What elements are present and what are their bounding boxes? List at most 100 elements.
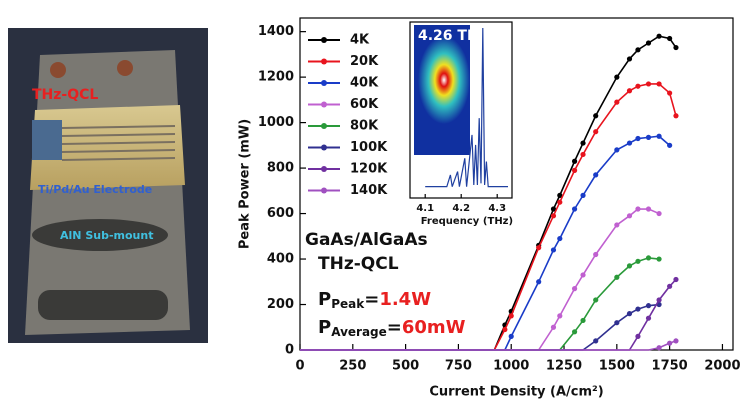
point (536, 245, 542, 251)
text-part: 1.4W (379, 289, 431, 310)
photo-label: THz-QCL (32, 87, 98, 103)
point (614, 74, 620, 80)
point (626, 140, 633, 146)
series-line (300, 135, 671, 351)
legend-label: 120K (350, 162, 388, 177)
point (635, 135, 641, 142)
point (571, 158, 578, 164)
point (645, 206, 652, 212)
series-line (425, 27, 508, 188)
legend-marker (321, 187, 327, 194)
y-tick-label: 0 (285, 343, 294, 358)
point (673, 44, 679, 51)
point (635, 206, 641, 212)
point (645, 255, 652, 261)
point (593, 129, 599, 135)
y-tick-label: 200 (267, 297, 294, 312)
point (593, 297, 599, 303)
point (626, 88, 633, 94)
x-tick-label: 1250 (546, 359, 582, 374)
point (502, 326, 508, 333)
text-part: Average (331, 325, 387, 339)
point (550, 324, 557, 330)
point (626, 56, 633, 62)
point (580, 140, 586, 146)
legend-marker (321, 123, 327, 129)
legend-label: 4K (350, 33, 370, 48)
inset-x-label: Frequency (421, 216, 480, 227)
x-axis-label: Current Density (A/cm²) (429, 385, 603, 400)
point (635, 83, 641, 89)
annotation: PAverage=60mW (318, 317, 466, 339)
point (645, 40, 652, 46)
annotation: THz-QCL (318, 254, 399, 274)
point (645, 134, 652, 140)
y-tick-label: 1400 (258, 24, 294, 39)
point (593, 172, 599, 178)
y-tick-label: 400 (267, 252, 294, 267)
point (656, 81, 662, 87)
x-tick-label: 1000 (493, 359, 529, 374)
point (635, 333, 641, 339)
legend-marker (321, 144, 327, 151)
point (635, 47, 641, 53)
x-tick-label: 4.1 (416, 203, 434, 214)
point (593, 113, 599, 119)
legend-label: 80K (350, 119, 379, 134)
x-tick-label: 250 (339, 359, 366, 374)
point (571, 286, 578, 292)
legend-label: 140K (350, 183, 388, 198)
point (673, 338, 679, 344)
x-tick-label: 750 (445, 359, 472, 374)
point (580, 272, 586, 278)
point (508, 333, 514, 339)
point (614, 147, 620, 153)
point (571, 167, 578, 173)
x-tick-label: 0 (295, 359, 304, 374)
point (580, 192, 586, 198)
legend-label: 100K (350, 140, 388, 155)
point (571, 329, 578, 335)
text-part: = (387, 317, 402, 338)
point (614, 320, 620, 326)
point (667, 35, 673, 42)
y-tick-label: 600 (267, 206, 294, 221)
point (667, 90, 673, 96)
point (614, 274, 620, 280)
point (557, 313, 563, 319)
point (635, 258, 641, 264)
x-tick-label: 1500 (599, 359, 635, 374)
text-part: 60mW (402, 317, 466, 338)
point (667, 142, 673, 148)
annotation: GaAs/AlGaAs (305, 230, 428, 250)
x-tick-label: 4.2 (452, 203, 470, 214)
point (635, 306, 641, 312)
point (626, 263, 633, 269)
point (593, 251, 599, 258)
legend-marker (321, 101, 327, 108)
point (550, 206, 557, 212)
point (656, 133, 662, 139)
point (626, 311, 633, 317)
point (645, 81, 652, 87)
x-tick-label: 2000 (704, 359, 740, 374)
legend-label: 60K (350, 97, 379, 112)
point (667, 340, 673, 346)
point (656, 345, 662, 351)
point (536, 279, 542, 285)
point (656, 33, 662, 39)
legend-label: 20K (350, 54, 379, 69)
point (557, 235, 563, 242)
point (645, 315, 652, 321)
point (550, 213, 557, 219)
beam-image (418, 36, 470, 124)
legend-marker (321, 58, 327, 65)
point (614, 222, 620, 228)
photo-label: Ti/Pd/Au Electrode (38, 183, 152, 196)
legend-marker (321, 80, 327, 86)
point (557, 199, 563, 205)
series-line (300, 278, 677, 351)
point (580, 151, 586, 158)
photo-label: AlN Sub-mount (60, 229, 153, 242)
